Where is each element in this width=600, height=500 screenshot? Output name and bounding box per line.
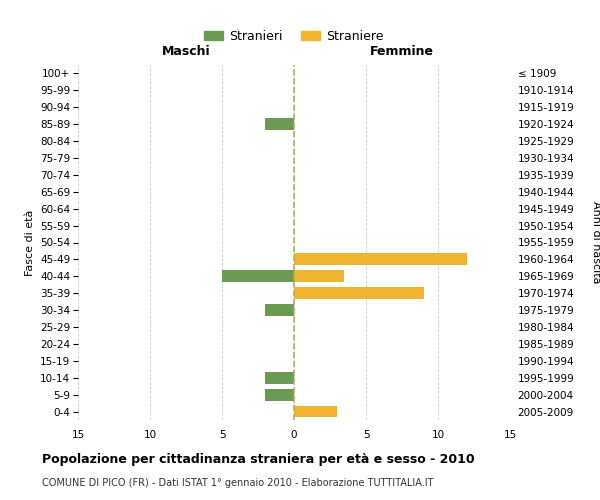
Text: Popolazione per cittadinanza straniera per età e sesso - 2010: Popolazione per cittadinanza straniera p… bbox=[42, 452, 475, 466]
Bar bbox=[294, 406, 337, 417]
Bar bbox=[294, 288, 424, 299]
Text: COMUNE DI PICO (FR) - Dati ISTAT 1° gennaio 2010 - Elaborazione TUTTITALIA.IT: COMUNE DI PICO (FR) - Dati ISTAT 1° genn… bbox=[42, 478, 433, 488]
Bar bbox=[265, 372, 294, 384]
Text: Femmine: Femmine bbox=[370, 45, 434, 58]
Text: Maschi: Maschi bbox=[161, 45, 211, 58]
Bar bbox=[294, 270, 344, 282]
Bar bbox=[222, 270, 294, 282]
Bar bbox=[265, 118, 294, 130]
Legend: Stranieri, Straniere: Stranieri, Straniere bbox=[199, 25, 389, 48]
Bar bbox=[265, 304, 294, 316]
Y-axis label: Fasce di età: Fasce di età bbox=[25, 210, 35, 276]
Y-axis label: Anni di nascita: Anni di nascita bbox=[591, 201, 600, 284]
Bar bbox=[265, 388, 294, 400]
Bar bbox=[294, 254, 467, 266]
